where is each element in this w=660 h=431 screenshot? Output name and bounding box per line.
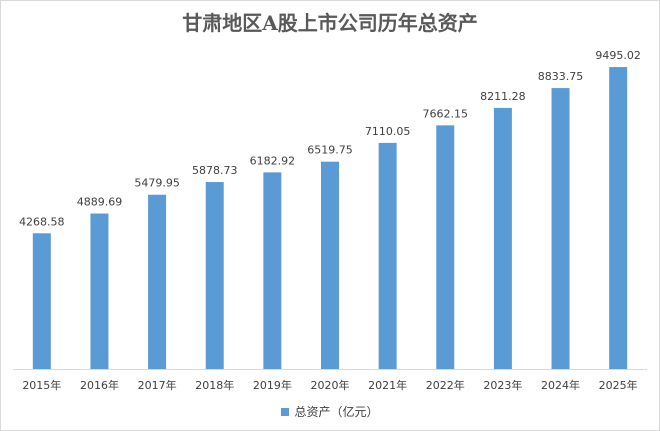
chart-title: 甘肃地区A股上市公司历年总资产	[182, 11, 478, 35]
legend: 总资产（亿元）	[1, 403, 659, 420]
value-label-10: 9495.02	[595, 49, 641, 62]
bar-4	[263, 172, 282, 369]
bars-layer	[32, 67, 628, 370]
x-tick-label-7: 2022年	[426, 378, 465, 392]
value-label-8: 8211.28	[480, 90, 526, 103]
value-label-1: 4889.69	[77, 196, 123, 209]
bar-3	[205, 182, 224, 369]
value-label-3: 5878.73	[192, 164, 238, 177]
bar-2	[148, 194, 167, 369]
x-tick-label-5: 2020年	[311, 378, 350, 392]
bar-8	[493, 107, 512, 370]
value-label-0: 4268.58	[19, 215, 65, 228]
bar-chart: 4268.58 4889.69 5479.95 5878.73 6182.92 6519.…	[13, 49, 647, 392]
x-tick-label-2: 2017年	[138, 378, 177, 392]
bar-7	[436, 125, 455, 369]
bar-0	[32, 233, 51, 369]
bar-6	[378, 142, 397, 369]
x-tick-label-0: 2015年	[22, 378, 61, 392]
x-tick-labels-layer: 2015年 2016年 2017年 2018年 2019年 2020年 2021年 2022年…	[22, 378, 637, 392]
x-tick-label-10: 2025年	[599, 378, 638, 392]
bar-5	[321, 161, 339, 369]
bar-10	[609, 67, 628, 370]
value-label-2: 5479.95	[134, 177, 180, 190]
x-tick-label-1: 2016年	[80, 378, 119, 392]
value-label-4: 6182.92	[250, 154, 296, 167]
x-tick-label-9: 2024年	[541, 378, 580, 392]
value-label-7: 7662.15	[423, 107, 469, 120]
x-tick-label-4: 2019年	[253, 378, 292, 392]
value-label-9: 8833.75	[538, 70, 584, 83]
bar-1	[90, 213, 109, 369]
legend-label: 总资产（亿元）	[294, 405, 379, 419]
x-tick-label-8: 2023年	[483, 378, 522, 392]
bar-9	[551, 88, 570, 370]
value-labels-layer: 4268.58 4889.69 5479.95 5878.73 6182.92 6519.…	[19, 49, 641, 228]
value-label-6: 7110.05	[365, 125, 411, 138]
value-label-5: 6519.75	[307, 144, 353, 157]
legend-swatch	[281, 407, 290, 416]
x-tick-label-3: 2018年	[195, 378, 234, 392]
x-tick-label-6: 2021年	[368, 378, 407, 392]
